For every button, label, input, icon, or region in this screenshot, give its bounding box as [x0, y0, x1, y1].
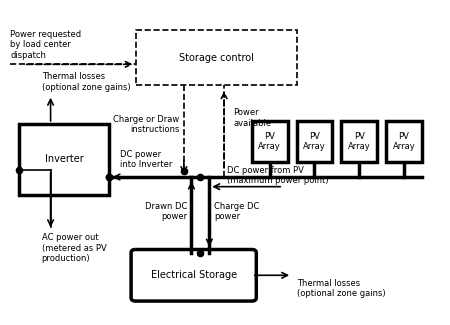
Bar — [341, 121, 377, 162]
Text: PV
Array: PV Array — [258, 132, 281, 151]
Text: Charge or Draw
instructions: Charge or Draw instructions — [113, 115, 180, 134]
Bar — [297, 121, 333, 162]
Text: Power
available: Power available — [233, 109, 271, 128]
Text: Drawn DC
power: Drawn DC power — [144, 202, 187, 221]
Text: Inverter: Inverter — [45, 154, 83, 164]
Text: PV
Array: PV Array — [348, 132, 370, 151]
FancyBboxPatch shape — [131, 250, 256, 301]
Text: Charge DC
power: Charge DC power — [214, 202, 259, 221]
Bar — [252, 121, 288, 162]
Text: AC power out
(metered as PV
production): AC power out (metered as PV production) — [42, 233, 106, 263]
Text: PV
Array: PV Array — [392, 132, 415, 151]
Text: Storage control: Storage control — [179, 53, 253, 63]
Bar — [19, 124, 109, 195]
Bar — [386, 121, 422, 162]
Text: Thermal losses
(optional zone gains): Thermal losses (optional zone gains) — [297, 279, 385, 298]
Text: Power requested
by load center
dispatch: Power requested by load center dispatch — [10, 30, 81, 59]
Text: DC power from PV
(maximum power point): DC power from PV (maximum power point) — [227, 166, 329, 185]
Text: DC power
into Inverter: DC power into Inverter — [120, 150, 172, 169]
Text: Thermal losses
(optional zone gains): Thermal losses (optional zone gains) — [42, 72, 130, 92]
Text: Electrical Storage: Electrical Storage — [151, 270, 237, 280]
Bar — [135, 31, 297, 85]
Text: PV
Array: PV Array — [303, 132, 326, 151]
